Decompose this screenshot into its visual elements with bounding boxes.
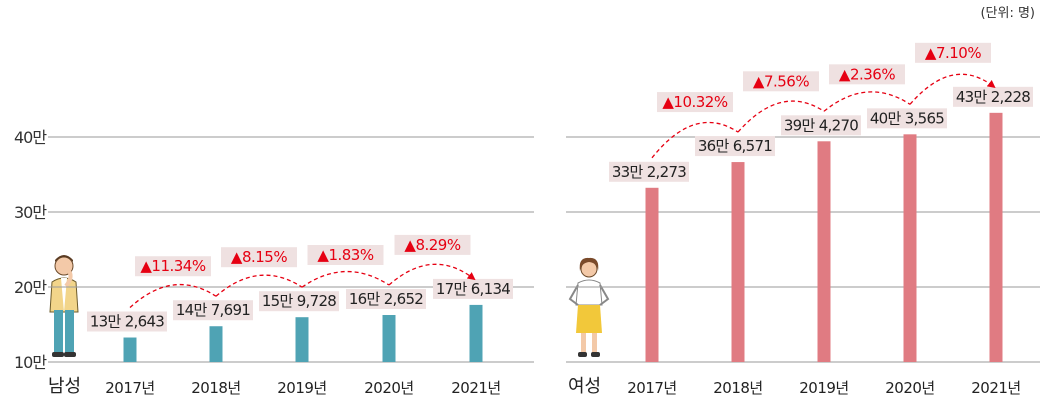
growth-label-bg <box>394 234 471 255</box>
value-label: 13만 2,643 <box>90 313 164 331</box>
growth-label-bg <box>221 247 297 268</box>
growth-label: ▲7.56% <box>753 72 809 90</box>
value-label: 16만 2,652 <box>349 290 423 308</box>
value-label-bg <box>87 311 167 332</box>
male-person-icon <box>49 255 79 357</box>
bar <box>817 141 831 362</box>
growth-arrow <box>823 91 911 112</box>
value-label-bg <box>259 291 339 312</box>
x-tick-label: 2021년 <box>971 379 1020 397</box>
growth-label: ▲2.36% <box>839 65 895 83</box>
x-tick-label: 2017년 <box>105 379 154 397</box>
growth-arrow <box>301 270 390 288</box>
growth-label-bg <box>657 92 733 113</box>
growth-label-bg <box>915 42 991 63</box>
bar <box>903 134 917 362</box>
value-label-bg <box>173 300 253 321</box>
bar <box>989 112 1003 362</box>
value-label-bg <box>695 136 775 157</box>
female-person-icon <box>568 257 610 357</box>
value-label-bg <box>867 108 947 129</box>
y-tick-label: 20만 <box>14 278 47 297</box>
growth-arrow <box>909 73 996 105</box>
unit-note: (단위: 명) <box>980 6 1035 21</box>
value-label: 17만 6,134 <box>436 280 510 298</box>
bar <box>469 304 483 362</box>
value-label-bg <box>609 161 689 182</box>
bar <box>645 187 659 362</box>
value-label: 36만 6,571 <box>698 137 772 155</box>
value-label-bg <box>953 86 1033 107</box>
value-label-bg <box>346 289 426 310</box>
group-label: 남성 <box>48 376 81 397</box>
x-tick-label: 2021년 <box>451 379 500 397</box>
growth-arrow <box>737 100 825 133</box>
bar <box>209 326 223 362</box>
bar <box>382 315 396 362</box>
bar <box>123 337 137 362</box>
x-tick-label: 2020년 <box>364 379 413 397</box>
x-tick-label: 2018년 <box>713 379 762 397</box>
growth-label-bg <box>743 71 819 92</box>
bar <box>295 317 309 362</box>
y-tick-label: 30만 <box>14 203 47 222</box>
x-tick-label: 2019년 <box>799 379 848 397</box>
growth-label-bg <box>135 256 211 277</box>
y-tick-label: 10만 <box>14 353 47 372</box>
growth-label-bg <box>829 64 905 85</box>
growth-label: ▲11.34% <box>140 257 205 275</box>
value-label: 14만 7,691 <box>176 301 250 319</box>
value-label: 33만 2,273 <box>612 163 686 181</box>
x-tick-label: 2020년 <box>885 379 934 397</box>
group-label: 여성 <box>568 376 601 397</box>
x-tick-label: 2017년 <box>627 379 676 397</box>
value-label-bg <box>433 278 513 299</box>
x-tick-label: 2019년 <box>277 379 326 397</box>
bar <box>731 162 745 362</box>
value-label-bg <box>781 115 861 136</box>
growth-label: ▲1.83% <box>317 246 373 264</box>
growth-label-bg <box>307 245 384 266</box>
value-label: 43만 2,228 <box>956 88 1030 106</box>
growth-label: ▲10.32% <box>662 93 727 111</box>
growth-label: ▲8.15% <box>231 248 287 266</box>
value-label: 39만 4,270 <box>784 116 858 134</box>
value-label: 15만 9,728 <box>262 292 336 310</box>
growth-label: ▲8.29% <box>404 236 460 254</box>
growth-label: ▲7.10% <box>925 44 981 62</box>
y-tick-label: 40만 <box>14 128 47 147</box>
value-label: 40만 3,565 <box>870 109 944 127</box>
x-tick-label: 2018년 <box>191 379 240 397</box>
growth-arrow <box>129 284 217 308</box>
